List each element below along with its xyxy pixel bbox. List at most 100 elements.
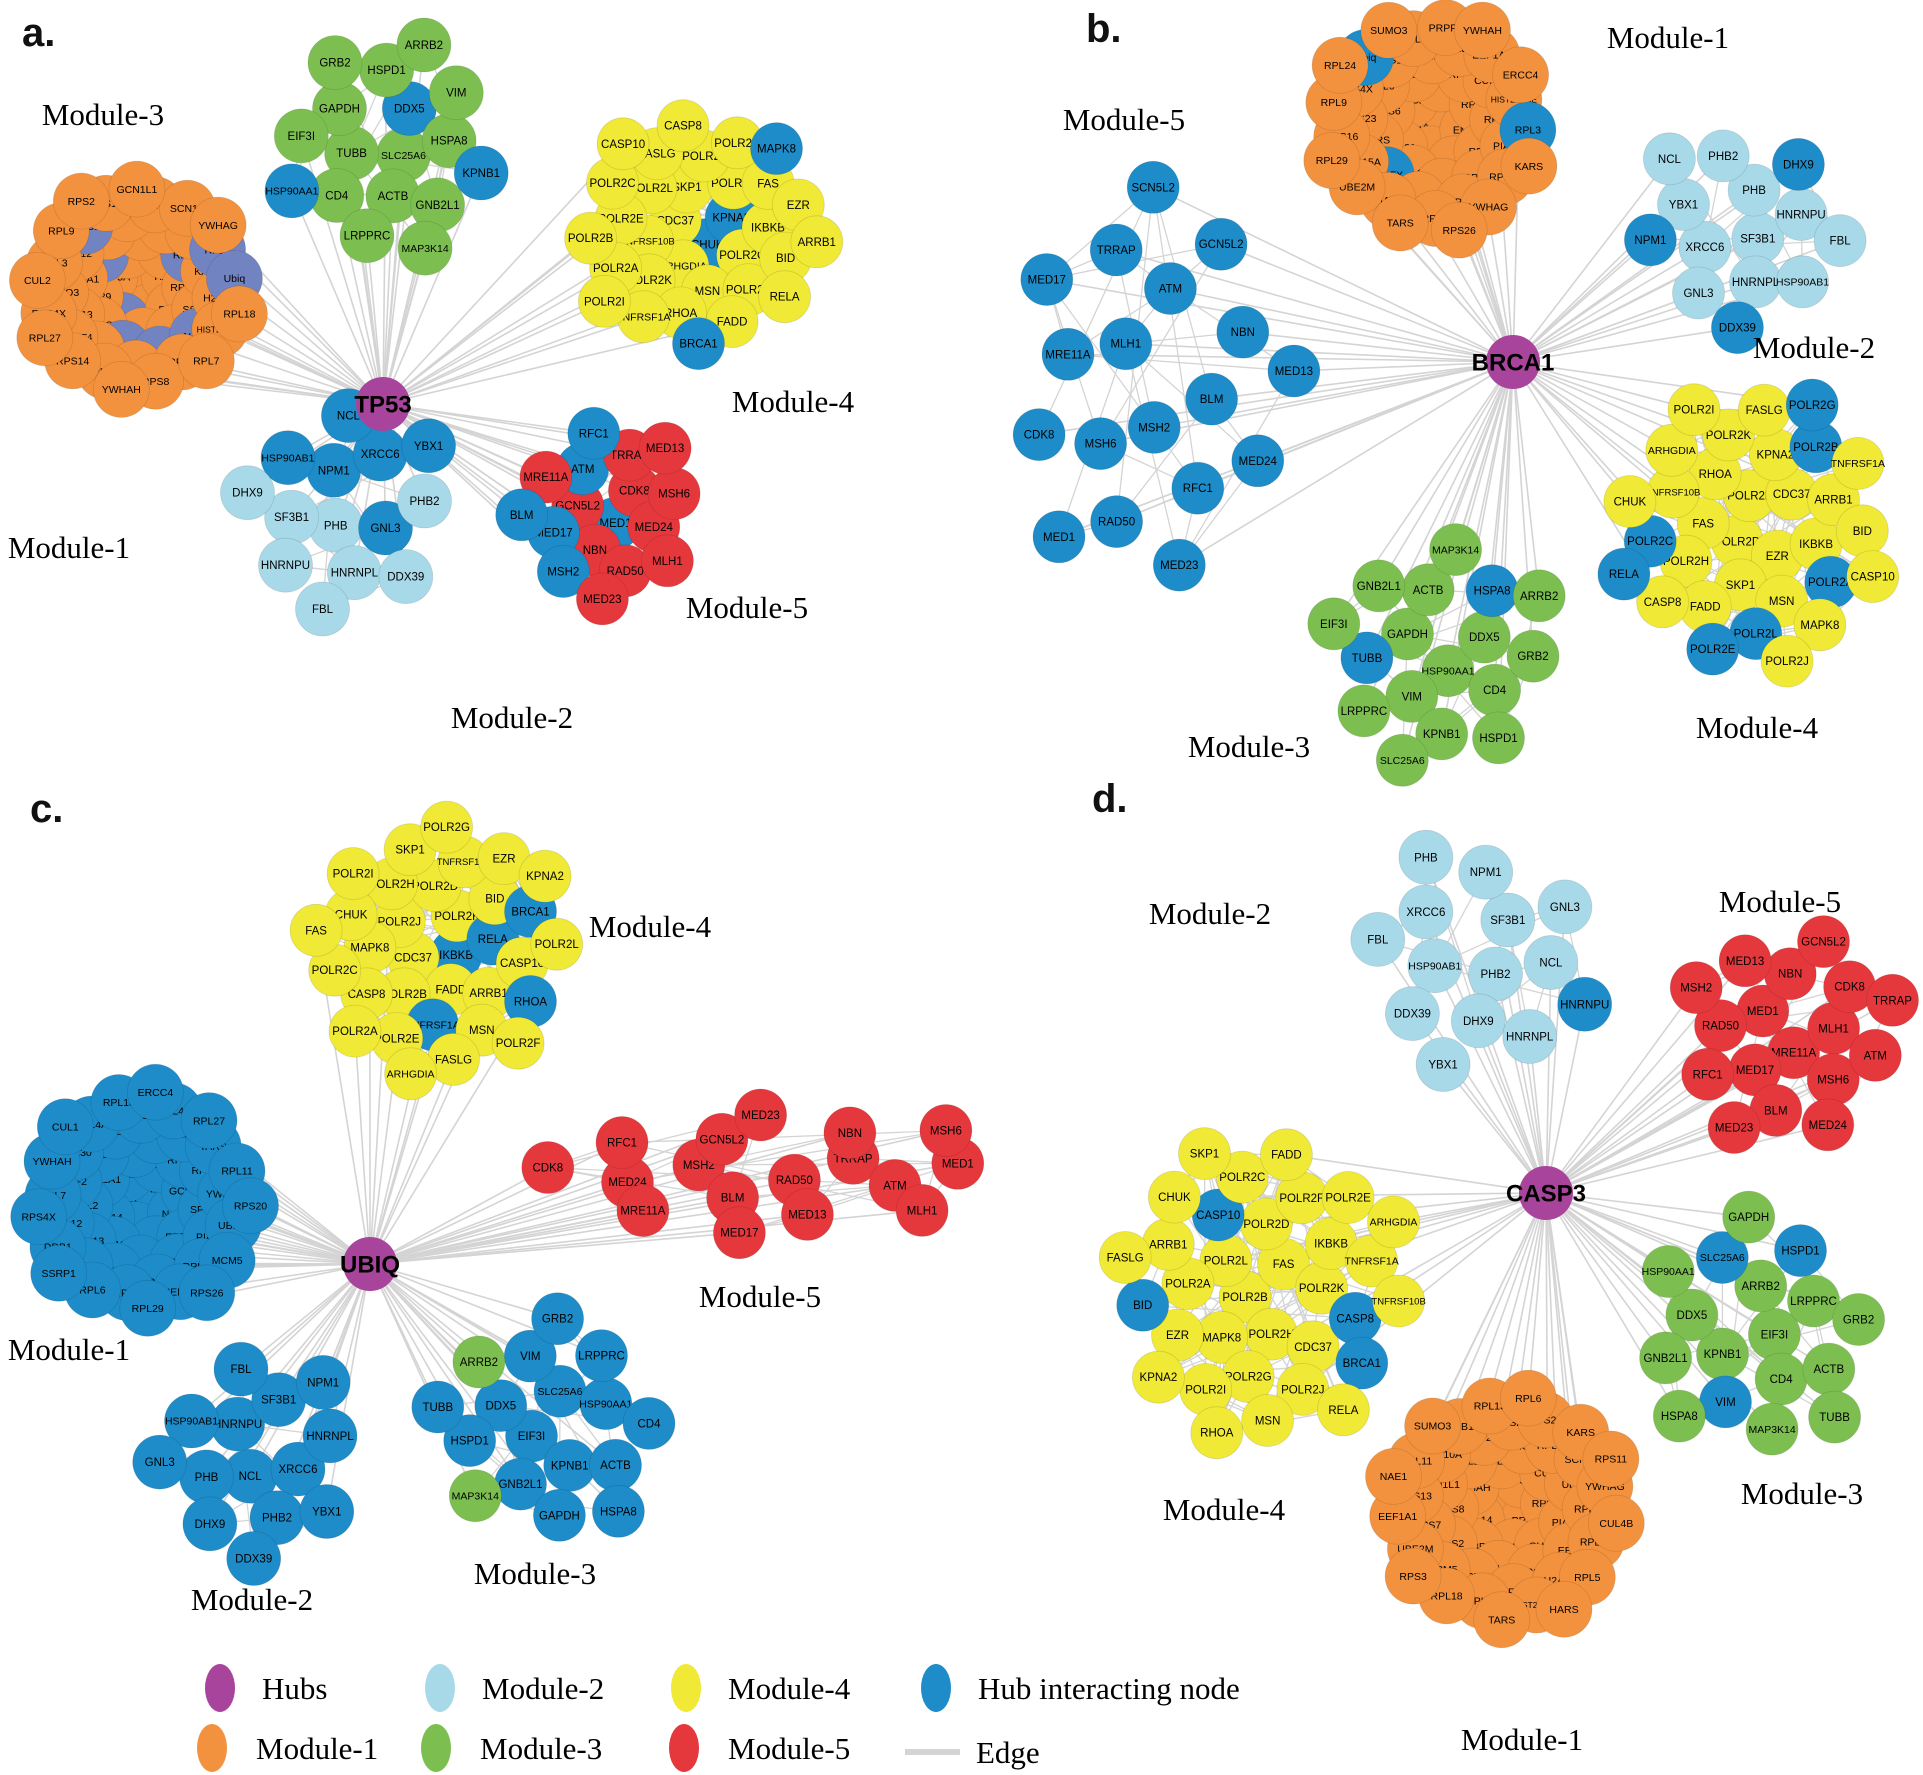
node-trrap[interactable]: TRRAP bbox=[1866, 973, 1919, 1027]
node-tars[interactable]: TARS bbox=[1473, 1591, 1531, 1649]
node-lrpprc[interactable]: LRPPRC bbox=[1337, 684, 1391, 738]
node-polr2a[interactable]: POLR2A bbox=[328, 1004, 382, 1058]
node-polr2i[interactable]: POLR2I bbox=[1667, 383, 1721, 437]
node-rfc1[interactable]: RFC1 bbox=[567, 406, 621, 460]
node-polr2e[interactable]: POLR2E bbox=[1321, 1171, 1375, 1224]
node-arhgdia[interactable]: ARHGDIA bbox=[1367, 1195, 1420, 1249]
node-dhx9[interactable]: DHX9 bbox=[1450, 993, 1506, 1049]
node-gapdh[interactable]: GAPDH bbox=[1722, 1190, 1776, 1244]
node-hsp90ab1[interactable]: HSP90AB1 bbox=[1407, 938, 1463, 994]
node-rad50[interactable]: RAD50 bbox=[1090, 495, 1143, 548]
node-ercc4[interactable]: ERCC4 bbox=[1492, 46, 1549, 104]
node-cul1[interactable]: CUL1 bbox=[36, 1098, 94, 1156]
node-hspd1[interactable]: HSPD1 bbox=[1774, 1224, 1827, 1277]
node-nbn[interactable]: NBN bbox=[1216, 305, 1270, 359]
node-rps11[interactable]: RPS11 bbox=[1582, 1430, 1640, 1488]
node-msh2[interactable]: MSH2 bbox=[1669, 961, 1723, 1014]
node-fadd[interactable]: FADD bbox=[1260, 1128, 1313, 1182]
node-gnl3[interactable]: GNL3 bbox=[1672, 266, 1725, 320]
node-med13[interactable]: MED13 bbox=[638, 421, 692, 475]
node-gnl3[interactable]: GNL3 bbox=[132, 1434, 188, 1490]
node-map3k14[interactable]: MAP3K14 bbox=[1745, 1402, 1799, 1456]
node-grb2[interactable]: GRB2 bbox=[1506, 629, 1560, 683]
node-rps2[interactable]: RPS2 bbox=[52, 172, 110, 230]
node-phb2[interactable]: PHB2 bbox=[397, 473, 452, 529]
node-tubb[interactable]: TUBB bbox=[1808, 1390, 1861, 1444]
node-lrpprc[interactable]: LRPPRC bbox=[1787, 1274, 1840, 1328]
node-hspa8[interactable]: HSPA8 bbox=[1652, 1389, 1706, 1443]
node-rela[interactable]: RELA bbox=[1317, 1383, 1370, 1437]
node-med13[interactable]: MED13 bbox=[1267, 344, 1321, 398]
node-polr2g[interactable]: POLR2G bbox=[1785, 378, 1839, 432]
node-hspa8[interactable]: HSPA8 bbox=[1465, 564, 1519, 618]
node-ywhah[interactable]: YWHAH bbox=[92, 360, 150, 418]
node-grb2[interactable]: GRB2 bbox=[531, 1292, 584, 1346]
node-ssrp1[interactable]: SSRP1 bbox=[30, 1244, 88, 1302]
node-rpl29[interactable]: RPL29 bbox=[119, 1279, 177, 1337]
node-rpl7[interactable]: RPL7 bbox=[177, 332, 235, 390]
node-rpl27[interactable]: RPL27 bbox=[16, 309, 74, 367]
node-npm1[interactable]: NPM1 bbox=[295, 1355, 351, 1410]
node-rps26[interactable]: RPS26 bbox=[1430, 201, 1488, 259]
node-hsp90aa1[interactable]: HSP90AA1 bbox=[264, 163, 320, 219]
node-lrpprc[interactable]: LRPPRC bbox=[575, 1329, 628, 1382]
node-gcn1l1[interactable]: GCN1L1 bbox=[108, 160, 166, 218]
node-dhx9[interactable]: DHX9 bbox=[1772, 137, 1825, 191]
node-chuk[interactable]: CHUK bbox=[1148, 1170, 1201, 1224]
node-phb2[interactable]: PHB2 bbox=[1468, 946, 1523, 1002]
node-slc25a6[interactable]: SLC25A6 bbox=[1375, 733, 1429, 787]
node-med13[interactable]: MED13 bbox=[1718, 934, 1772, 988]
node-fbl[interactable]: FBL bbox=[213, 1341, 269, 1397]
node-map3k14[interactable]: MAP3K14 bbox=[1429, 523, 1482, 576]
node-vim[interactable]: VIM bbox=[1699, 1375, 1752, 1429]
node-hspa8[interactable]: HSPA8 bbox=[592, 1484, 645, 1538]
node-arrb2[interactable]: ARRB2 bbox=[396, 17, 452, 73]
node-bid[interactable]: BID bbox=[1835, 504, 1889, 558]
node-hnrnpu[interactable]: HNRNPU bbox=[1557, 976, 1613, 1032]
node-fbl[interactable]: FBL bbox=[295, 581, 350, 637]
node-mlh1[interactable]: MLH1 bbox=[1099, 317, 1153, 371]
node-map3k14[interactable]: MAP3K14 bbox=[448, 1469, 502, 1523]
node-hsp90ab1[interactable]: HSP90AB1 bbox=[1776, 255, 1829, 309]
node-kpnb1[interactable]: KPNB1 bbox=[543, 1439, 597, 1492]
node-rpl29[interactable]: RPL29 bbox=[1303, 132, 1361, 189]
node-mre11a[interactable]: MRE11A bbox=[616, 1184, 670, 1237]
node-med23[interactable]: MED23 bbox=[734, 1088, 787, 1142]
node-cul2[interactable]: CUL2 bbox=[9, 251, 66, 309]
node-sumo3[interactable]: SUMO3 bbox=[1404, 1397, 1461, 1455]
node-hnrnpu[interactable]: HNRNPU bbox=[258, 537, 313, 593]
node-polr2i[interactable]: POLR2I bbox=[326, 847, 380, 900]
node-blm[interactable]: BLM bbox=[495, 488, 549, 542]
node-actb[interactable]: ACTB bbox=[589, 1438, 642, 1492]
node-casp10[interactable]: CASP10 bbox=[1846, 550, 1900, 603]
node-msh6[interactable]: MSH6 bbox=[647, 467, 701, 521]
node-msh6[interactable]: MSH6 bbox=[919, 1104, 973, 1157]
node-hnrnpl[interactable]: HNRNPL bbox=[1729, 255, 1782, 309]
node-chuk[interactable]: CHUK bbox=[1603, 475, 1657, 528]
node-atm[interactable]: ATM bbox=[1144, 262, 1197, 315]
node-arrb2[interactable]: ARRB2 bbox=[1512, 569, 1566, 623]
node-phb[interactable]: PHB bbox=[1398, 829, 1454, 885]
node-ybx1[interactable]: YBX1 bbox=[1415, 1037, 1471, 1092]
node-casp10[interactable]: CASP10 bbox=[596, 117, 650, 171]
node-kpna2[interactable]: KPNA2 bbox=[518, 849, 572, 903]
node-brca1[interactable]: BRCA1 bbox=[1335, 1336, 1389, 1390]
node-rfc1[interactable]: RFC1 bbox=[1681, 1047, 1735, 1101]
node-tubb[interactable]: TUBB bbox=[411, 1380, 465, 1434]
node-cd4[interactable]: CD4 bbox=[1754, 1352, 1808, 1406]
node-polr2b[interactable]: POLR2B bbox=[564, 211, 617, 265]
node-tars[interactable]: TARS bbox=[1371, 194, 1429, 252]
node-rps20[interactable]: RPS20 bbox=[222, 1177, 279, 1235]
node-hnrnpl[interactable]: HNRNPL bbox=[302, 1408, 358, 1464]
node-rfc1[interactable]: RFC1 bbox=[1171, 461, 1225, 515]
node-rpl27[interactable]: RPL27 bbox=[180, 1092, 238, 1149]
node-polr2j[interactable]: POLR2J bbox=[1760, 634, 1814, 688]
node-cdk8[interactable]: CDK8 bbox=[521, 1141, 575, 1194]
node-arrb1[interactable]: ARRB1 bbox=[790, 215, 844, 269]
node-ncl[interactable]: NCL bbox=[1643, 132, 1696, 186]
node-msn[interactable]: MSN bbox=[1241, 1394, 1294, 1447]
node-rhoa[interactable]: RHOA bbox=[1190, 1406, 1244, 1460]
node-actb[interactable]: ACTB bbox=[1802, 1342, 1856, 1396]
node-dhx9[interactable]: DHX9 bbox=[182, 1496, 238, 1552]
node-fbl[interactable]: FBL bbox=[1813, 214, 1867, 268]
